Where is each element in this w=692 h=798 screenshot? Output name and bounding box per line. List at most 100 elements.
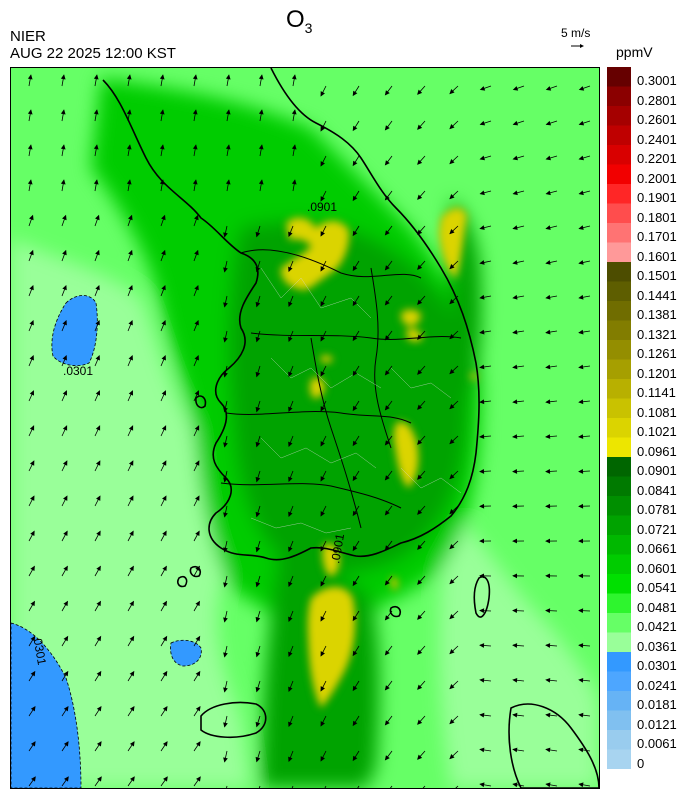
wind-vector-head	[291, 109, 297, 115]
wind-vector-head	[512, 260, 518, 265]
wind-vector-head	[384, 510, 390, 516]
ozone-map-canvas: .0901 .0301 .0301 .0901	[11, 68, 599, 788]
colorbar-swatch	[607, 535, 631, 555]
wind-vector-head	[255, 441, 261, 448]
wind-vector	[324, 785, 327, 788]
wind-vector-head	[449, 719, 455, 725]
wind-vector-head	[96, 670, 102, 677]
wind-vector-head	[95, 425, 101, 431]
wind-vector-head	[449, 614, 455, 620]
wind-vector-head	[63, 741, 69, 747]
colorbar-swatch	[607, 340, 631, 360]
wind-vector-head	[161, 249, 166, 256]
west-islands-outline	[177, 395, 402, 618]
wind-vector-head	[545, 260, 551, 265]
colorbar-tick-label: 0.2001	[637, 170, 677, 186]
colorbar-swatch	[607, 86, 631, 107]
map-title: O3	[286, 6, 312, 36]
colorbar-tick-label: 0.1901	[637, 190, 677, 205]
wind-vector-head	[288, 476, 293, 483]
wind-vector-head	[223, 407, 228, 413]
wind-vector-head	[60, 144, 66, 150]
wind-vector-head	[192, 109, 198, 115]
wind-vector-head	[384, 125, 390, 131]
colorbar-swatch	[607, 749, 631, 769]
wind-vector-head	[27, 74, 33, 80]
wind-vector-head	[288, 651, 293, 658]
wind-vector-head	[449, 264, 455, 270]
wind-vector-head	[479, 643, 485, 648]
wind-vector-head	[288, 441, 293, 448]
wind-vector-head	[255, 476, 261, 483]
colorbar-swatch	[607, 281, 631, 302]
wind-vector-head	[449, 229, 455, 235]
colorbar-swatch	[607, 379, 631, 399]
wind-vector-head	[417, 719, 423, 725]
wind-vector-head	[195, 670, 201, 677]
wind-vector-head	[479, 503, 485, 509]
wind-vector-head	[162, 600, 167, 607]
wind-vector-head	[479, 364, 485, 370]
wind-vector-head	[288, 231, 293, 238]
colorbar-swatch	[607, 652, 631, 672]
wind-vector-head	[128, 319, 133, 326]
wind-vector-head	[417, 404, 423, 410]
wind-vector-head	[159, 109, 165, 115]
wind-vector-head	[578, 86, 585, 91]
wind-vector-head	[162, 706, 168, 712]
wind-vector-head	[320, 126, 325, 132]
wind-vector-head	[449, 404, 455, 410]
wind-vector-head	[63, 495, 68, 501]
province-line-5	[310, 337, 362, 529]
wind-vector-head	[449, 124, 455, 130]
wind-vector-head	[95, 390, 101, 396]
wind-vector-head	[255, 581, 261, 588]
wind-vector-head	[545, 329, 551, 335]
wind-vector-head	[62, 249, 67, 256]
wind-vector-head	[479, 120, 486, 126]
wind-vector-head	[60, 74, 66, 80]
wind-vector-head	[128, 425, 134, 431]
wind-vector-head	[479, 573, 484, 579]
colorbar-swatch	[607, 301, 631, 321]
wind-vector	[455, 785, 459, 788]
wind-vector-head	[320, 336, 325, 342]
ozone-map: .0901 .0301 .0301 .0901	[10, 67, 600, 789]
tsushima-outline	[473, 576, 491, 618]
wind-vector-head	[384, 650, 390, 656]
wind-vector-head	[255, 511, 261, 518]
colorbar-swatch	[607, 106, 631, 126]
wind-vector-head	[161, 390, 167, 396]
low-ozone-areas	[11, 295, 202, 788]
wind-vector-head	[512, 294, 518, 300]
wind-vector-head	[194, 249, 199, 256]
wind-vector-head	[194, 319, 199, 326]
wind-vector-head	[417, 229, 423, 235]
wind-vector-head	[578, 364, 584, 370]
wind-vector-head	[255, 721, 261, 728]
wind-vector-head	[95, 319, 100, 326]
colorbar-tick-label: 0.0601	[637, 560, 677, 576]
district-lines	[250, 267, 462, 534]
wind-vector-head	[195, 706, 201, 712]
wind-vector-head	[255, 686, 261, 693]
wind-vector-head	[320, 91, 325, 97]
wind-vector-head	[63, 635, 69, 642]
units-label: ppmV	[616, 44, 653, 60]
wind-vector-head	[161, 355, 166, 361]
colorbar-tick-label: 0.1321	[637, 326, 677, 342]
wind-vector-head	[578, 225, 584, 230]
colorbar-swatch	[607, 593, 631, 614]
wind-vector-head	[223, 337, 228, 343]
wind-vector-head	[320, 756, 325, 762]
colorbar-tick-label: 0.0541	[637, 580, 677, 595]
wind-vector-head	[129, 495, 134, 501]
wind-vector-head	[93, 74, 99, 80]
wind-vector-head	[96, 565, 101, 572]
wind-vector-head	[578, 294, 584, 300]
wind-vector-head	[255, 756, 261, 763]
wind-vector-head	[255, 231, 261, 238]
wind-vector-head	[30, 530, 35, 536]
wind-vector-head	[479, 608, 485, 614]
wind-vector-head	[512, 399, 518, 405]
